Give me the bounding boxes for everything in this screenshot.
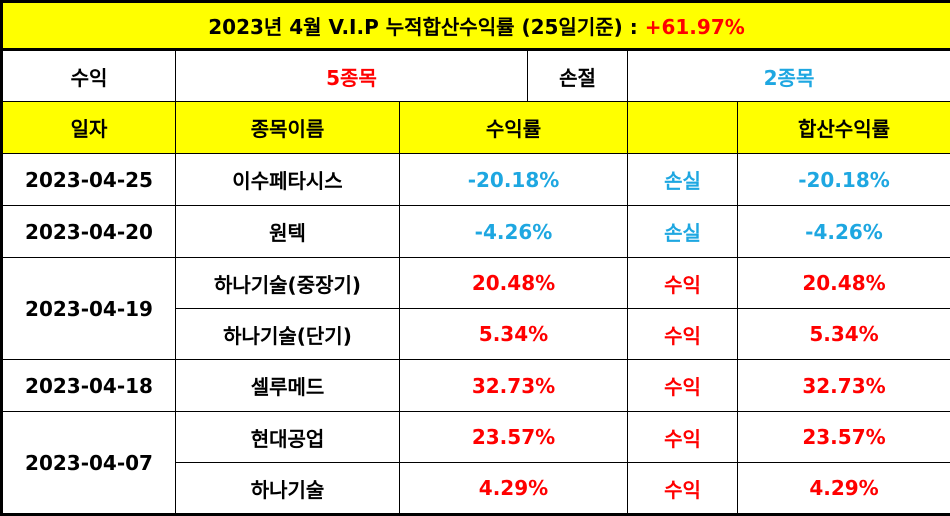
table-row: 2023-04-07 현대공업 23.57% 수익 23.57% — [2, 412, 950, 463]
row-return-rate: -4.26% — [400, 206, 628, 258]
row-status: 수익 — [628, 309, 738, 360]
profit-count-value: 5종목 — [176, 50, 528, 102]
title-row: 2023년 4월 V.I.P 누적합산수익률 (25일기준) : +61.97% — [2, 2, 950, 50]
header-status — [628, 102, 738, 154]
row-stock-name: 하나기술(중장기) — [176, 258, 400, 309]
row-date: 2023-04-25 — [2, 154, 176, 206]
row-return-rate: 5.34% — [400, 309, 628, 360]
row-stock-name: 하나기술(단기) — [176, 309, 400, 360]
row-stock-name: 현대공업 — [176, 412, 400, 463]
row-return-rate: 20.48% — [400, 258, 628, 309]
row-cumulative-rate: 32.73% — [738, 360, 950, 412]
summary-row: 수익 5종목 손절 2종목 — [2, 50, 950, 102]
profit-count-label: 수익 — [2, 50, 176, 102]
total-return: +61.97% — [645, 15, 745, 39]
table-row: 2023-04-25 이수페타시스 -20.18% 손실 -20.18% — [2, 154, 950, 206]
row-cumulative-rate: -20.18% — [738, 154, 950, 206]
title-text: 2023년 4월 V.I.P 누적합산수익률 (25일기준) : — [208, 15, 638, 39]
row-return-rate: 4.29% — [400, 463, 628, 515]
row-status: 수익 — [628, 412, 738, 463]
loss-count-value: 2종목 — [628, 50, 950, 102]
page-title: 2023년 4월 V.I.P 누적합산수익률 (25일기준) : +61.97% — [2, 2, 950, 50]
row-stock-name: 이수페타시스 — [176, 154, 400, 206]
row-status: 수익 — [628, 258, 738, 309]
row-status: 수익 — [628, 360, 738, 412]
table-row: 2023-04-19 하나기술(중장기) 20.48% 수익 20.48% — [2, 258, 950, 309]
row-return-rate: 23.57% — [400, 412, 628, 463]
row-return-rate: -20.18% — [400, 154, 628, 206]
row-date: 2023-04-19 — [2, 258, 176, 360]
header-rate: 수익률 — [400, 102, 628, 154]
row-stock-name: 원텍 — [176, 206, 400, 258]
header-row: 일자 종목이름 수익률 합산수익률 — [2, 102, 950, 154]
row-cumulative-rate: 23.57% — [738, 412, 950, 463]
row-date: 2023-04-07 — [2, 412, 176, 515]
table-row: 2023-04-20 원텍 -4.26% 손실 -4.26% — [2, 206, 950, 258]
row-return-rate: 32.73% — [400, 360, 628, 412]
row-cumulative-rate: 5.34% — [738, 309, 950, 360]
header-name: 종목이름 — [176, 102, 400, 154]
row-date: 2023-04-18 — [2, 360, 176, 412]
header-date: 일자 — [2, 102, 176, 154]
row-status: 수익 — [628, 463, 738, 515]
row-status: 손실 — [628, 154, 738, 206]
row-cumulative-rate: 20.48% — [738, 258, 950, 309]
row-date: 2023-04-20 — [2, 206, 176, 258]
row-stock-name: 하나기술 — [176, 463, 400, 515]
row-status: 손실 — [628, 206, 738, 258]
table-row: 2023-04-18 셀루메드 32.73% 수익 32.73% — [2, 360, 950, 412]
loss-count-label: 손절 — [528, 50, 628, 102]
row-cumulative-rate: -4.26% — [738, 206, 950, 258]
header-cumulative: 합산수익률 — [738, 102, 950, 154]
row-stock-name: 셀루메드 — [176, 360, 400, 412]
row-cumulative-rate: 4.29% — [738, 463, 950, 515]
